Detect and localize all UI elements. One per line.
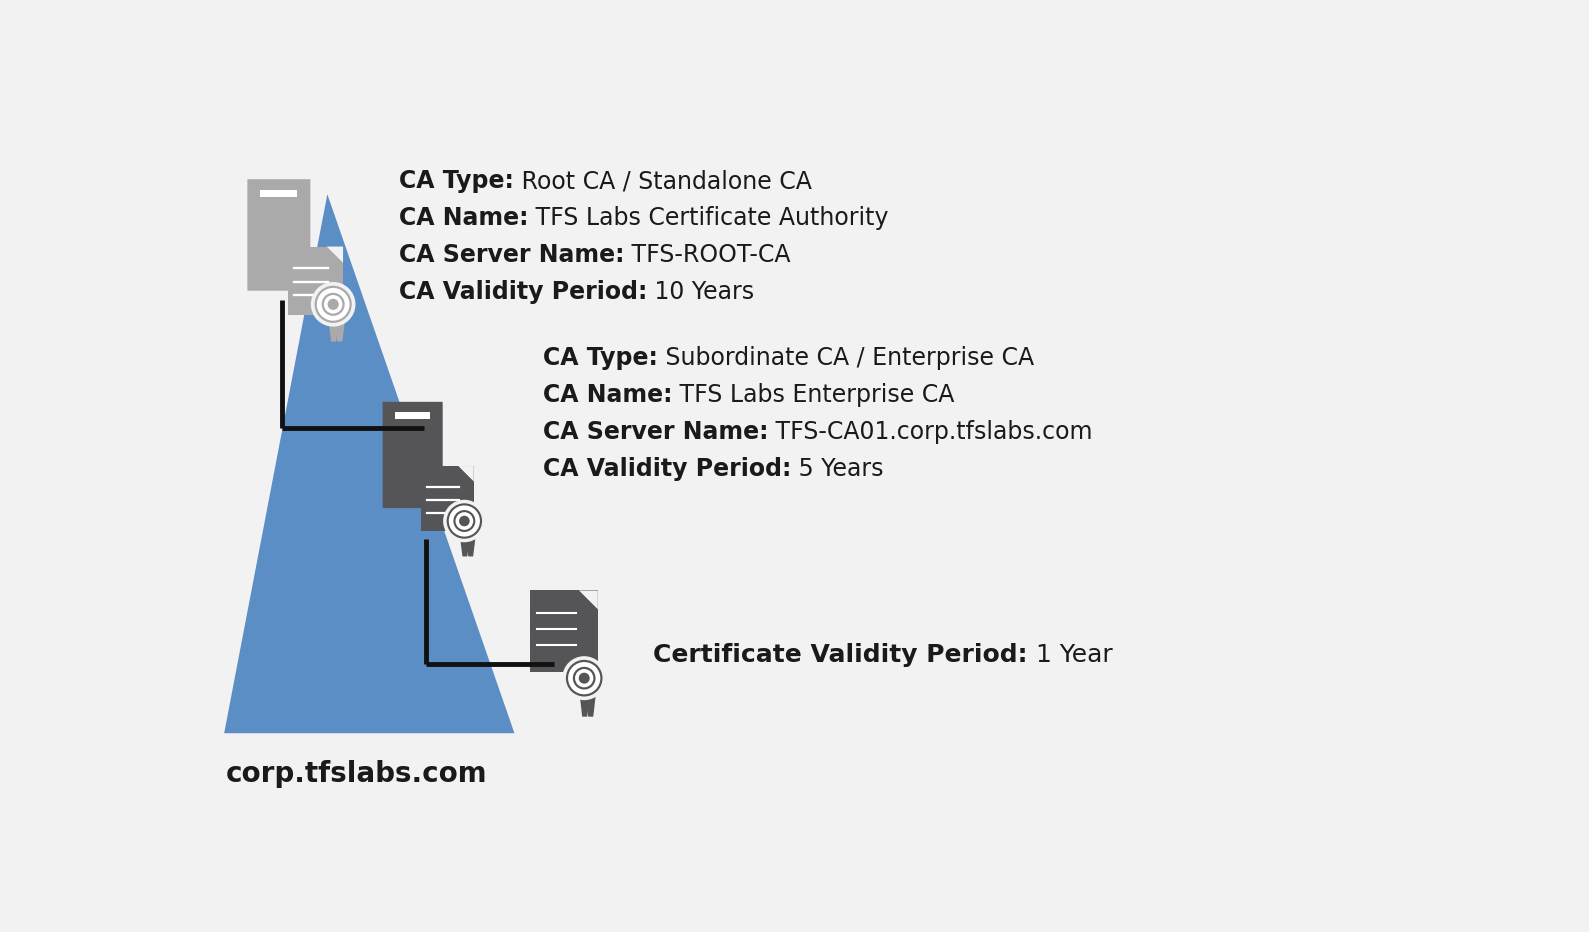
Circle shape	[578, 673, 590, 684]
Circle shape	[575, 669, 593, 687]
Circle shape	[321, 293, 345, 316]
Polygon shape	[586, 694, 596, 717]
Text: Subordinate CA / Enterprise CA: Subordinate CA / Enterprise CA	[658, 347, 1034, 370]
Text: TFS Labs Enterprise CA: TFS Labs Enterprise CA	[672, 383, 955, 407]
Polygon shape	[458, 466, 474, 482]
Polygon shape	[466, 537, 475, 556]
Text: 5 Years: 5 Years	[791, 457, 883, 481]
Circle shape	[447, 503, 481, 539]
Polygon shape	[578, 591, 597, 610]
Circle shape	[569, 662, 601, 694]
Text: CA Name:: CA Name:	[543, 383, 672, 407]
Circle shape	[443, 500, 486, 542]
Polygon shape	[327, 247, 343, 263]
Text: CA Type:: CA Type:	[543, 347, 658, 370]
Circle shape	[315, 286, 351, 322]
Text: TFS Labs Certificate Authority: TFS Labs Certificate Authority	[529, 206, 888, 230]
Text: CA Name:: CA Name:	[399, 206, 529, 230]
Text: Root CA / Standalone CA: Root CA / Standalone CA	[513, 169, 812, 193]
Text: 1 Year: 1 Year	[1028, 643, 1112, 666]
Polygon shape	[458, 466, 474, 482]
Circle shape	[574, 666, 596, 690]
Circle shape	[459, 515, 470, 527]
Circle shape	[453, 510, 475, 532]
Text: CA Server Name:: CA Server Name:	[399, 243, 624, 267]
FancyBboxPatch shape	[383, 402, 443, 508]
Text: 10 Years: 10 Years	[647, 280, 755, 304]
Text: CA Type:: CA Type:	[399, 169, 513, 193]
Bar	[261, 190, 297, 197]
Circle shape	[311, 282, 356, 326]
Text: Certificate Validity Period:: Certificate Validity Period:	[653, 643, 1028, 666]
Polygon shape	[335, 321, 345, 341]
Circle shape	[563, 656, 605, 700]
Text: TFS-ROOT-CA: TFS-ROOT-CA	[624, 243, 791, 267]
Bar	[529, 591, 597, 672]
Polygon shape	[578, 591, 597, 610]
Text: CA Validity Period:: CA Validity Period:	[399, 280, 647, 304]
Polygon shape	[327, 247, 343, 263]
Polygon shape	[329, 321, 338, 341]
Bar	[421, 466, 474, 530]
Polygon shape	[224, 194, 515, 733]
Text: CA Validity Period:: CA Validity Period:	[543, 457, 791, 481]
Polygon shape	[580, 694, 590, 717]
Circle shape	[324, 295, 343, 313]
Text: corp.tfslabs.com: corp.tfslabs.com	[226, 760, 488, 788]
Circle shape	[566, 660, 602, 696]
Bar	[288, 247, 343, 314]
Circle shape	[327, 299, 338, 310]
Circle shape	[456, 513, 474, 530]
Polygon shape	[459, 537, 470, 556]
Circle shape	[316, 288, 350, 321]
Text: CA Server Name:: CA Server Name:	[543, 420, 769, 445]
Circle shape	[448, 505, 480, 537]
FancyBboxPatch shape	[248, 179, 310, 291]
Bar	[396, 412, 431, 418]
Text: TFS-CA01.corp.tfslabs.com: TFS-CA01.corp.tfslabs.com	[769, 420, 1093, 445]
